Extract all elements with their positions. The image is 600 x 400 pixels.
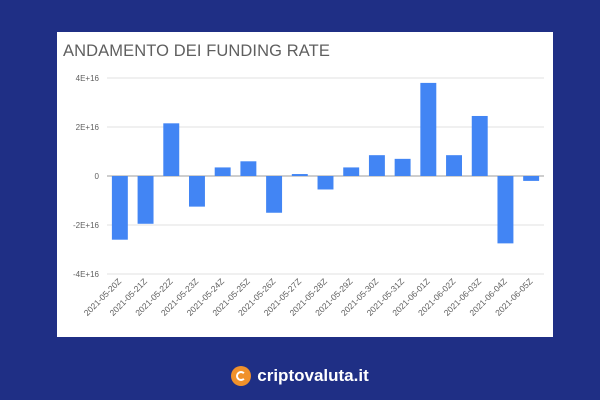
bar (343, 167, 360, 176)
bar (189, 176, 205, 207)
y-tick-label: 4E+16 (76, 74, 100, 83)
bar (523, 176, 540, 181)
bar (497, 176, 514, 244)
bar (291, 174, 308, 176)
bar (446, 155, 462, 176)
chart-title: ANDAMENTO DEI FUNDING RATE (63, 42, 330, 60)
bar (163, 123, 180, 176)
bar-chart: 4E+162E+160-2E+16-4E+162021-05-20Z2021-0… (73, 74, 544, 318)
footer-brand: criptovaluta.it (0, 362, 600, 390)
bar (214, 167, 231, 176)
chart-card: ANDAMENTO DEI FUNDING RATE 4E+16 2E+16 0 -2… (57, 32, 553, 337)
brand-name: criptovaluta.it (257, 366, 369, 385)
bitcoin-coin-icon (231, 366, 252, 386)
bar (240, 161, 257, 176)
bar (394, 158, 411, 176)
bar (137, 176, 154, 224)
y-tick-label: 0 (95, 172, 100, 181)
y-tick-label: 2E+16 (76, 123, 100, 132)
bar (266, 176, 283, 213)
bar (420, 82, 437, 176)
bar (368, 155, 385, 176)
y-tick-label: -2E+16 (73, 221, 100, 230)
bar (111, 176, 128, 240)
bar (471, 115, 488, 176)
y-tick-label: -4E+16 (73, 270, 100, 279)
bar (317, 176, 334, 190)
